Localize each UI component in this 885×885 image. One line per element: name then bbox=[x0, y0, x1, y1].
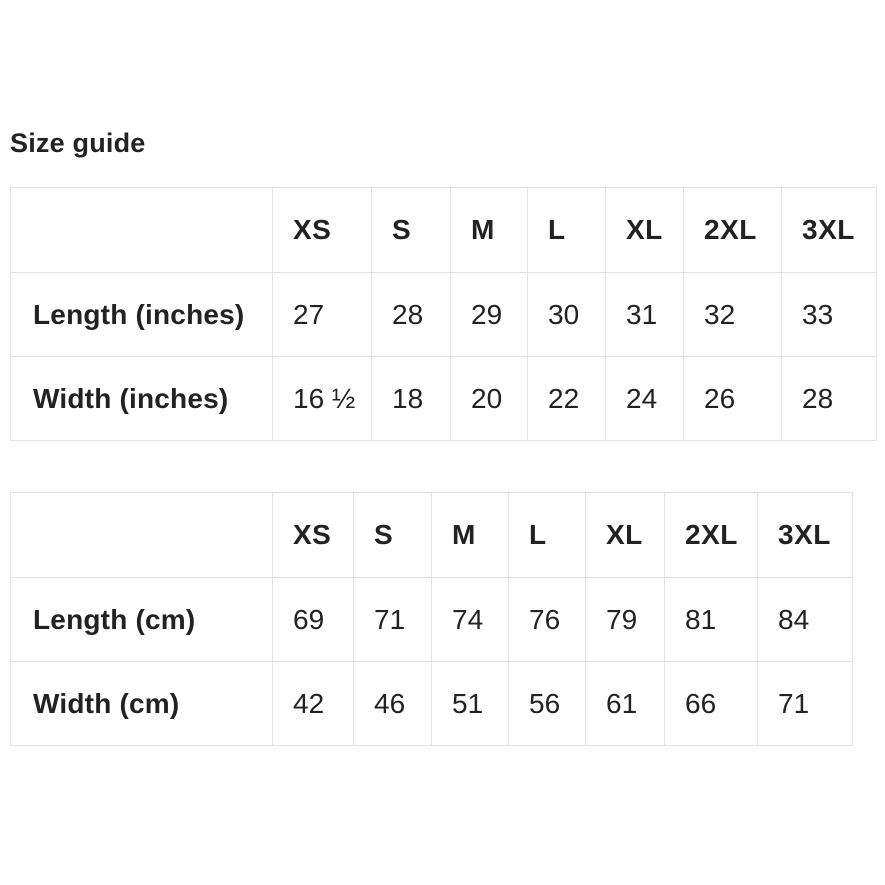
size-table-inches: XS S M L XL 2XL 3XL Length (inches) 27 2… bbox=[10, 187, 877, 441]
size-value: 27 bbox=[272, 272, 372, 357]
size-column-header-s: S bbox=[353, 492, 432, 578]
row-label: Length (cm) bbox=[10, 577, 273, 662]
table-row-length-inches: Length (inches) 27 28 29 30 31 32 33 bbox=[10, 272, 877, 357]
size-value: 28 bbox=[371, 272, 451, 357]
size-value: 74 bbox=[431, 577, 509, 662]
table-header-row: XS S M L XL 2XL 3XL bbox=[10, 187, 877, 273]
size-value: 20 bbox=[450, 356, 528, 441]
size-value: 22 bbox=[527, 356, 606, 441]
size-column-header-xl: XL bbox=[585, 492, 665, 578]
table-row-length-cm: Length (cm) 69 71 74 76 79 81 84 bbox=[10, 577, 853, 662]
size-value: 71 bbox=[757, 661, 853, 746]
size-column-header-s: S bbox=[371, 187, 451, 273]
size-value: 66 bbox=[664, 661, 758, 746]
size-value: 28 bbox=[781, 356, 877, 441]
size-value: 71 bbox=[353, 577, 432, 662]
size-column-header-xs: XS bbox=[272, 492, 354, 578]
size-value: 51 bbox=[431, 661, 509, 746]
size-value: 61 bbox=[585, 661, 665, 746]
corner-header-cell bbox=[10, 187, 273, 273]
size-value: 42 bbox=[272, 661, 354, 746]
corner-header-cell bbox=[10, 492, 273, 578]
size-value: 16 ½ bbox=[272, 356, 372, 441]
row-label: Width (cm) bbox=[10, 661, 273, 746]
size-column-header-xs: XS bbox=[272, 187, 372, 273]
size-value: 18 bbox=[371, 356, 451, 441]
row-label: Length (inches) bbox=[10, 272, 273, 357]
size-column-header-xl: XL bbox=[605, 187, 684, 273]
size-value: 79 bbox=[585, 577, 665, 662]
size-value: 29 bbox=[450, 272, 528, 357]
table-header-row: XS S M L XL 2XL 3XL bbox=[10, 492, 853, 578]
page-title: Size guide bbox=[10, 128, 146, 158]
size-value: 33 bbox=[781, 272, 877, 357]
size-column-header-l: L bbox=[527, 187, 606, 273]
size-column-header-m: M bbox=[450, 187, 528, 273]
size-column-header-m: M bbox=[431, 492, 509, 578]
size-value: 32 bbox=[683, 272, 782, 357]
size-value: 24 bbox=[605, 356, 684, 441]
size-column-header-2xl: 2XL bbox=[683, 187, 782, 273]
size-value: 69 bbox=[272, 577, 354, 662]
size-value: 31 bbox=[605, 272, 684, 357]
table-row-width-cm: Width (cm) 42 46 51 56 61 66 71 bbox=[10, 661, 853, 746]
size-value: 84 bbox=[757, 577, 853, 662]
table-row-width-inches: Width (inches) 16 ½ 18 20 22 24 26 28 bbox=[10, 356, 877, 441]
size-column-header-3xl: 3XL bbox=[757, 492, 853, 578]
size-value: 26 bbox=[683, 356, 782, 441]
size-column-header-2xl: 2XL bbox=[664, 492, 758, 578]
size-value: 30 bbox=[527, 272, 606, 357]
size-value: 81 bbox=[664, 577, 758, 662]
size-column-header-l: L bbox=[508, 492, 586, 578]
row-label: Width (inches) bbox=[10, 356, 273, 441]
size-value: 56 bbox=[508, 661, 586, 746]
size-column-header-3xl: 3XL bbox=[781, 187, 877, 273]
size-table-cm: XS S M L XL 2XL 3XL Length (cm) 69 71 74… bbox=[10, 492, 853, 746]
size-value: 46 bbox=[353, 661, 432, 746]
size-value: 76 bbox=[508, 577, 586, 662]
